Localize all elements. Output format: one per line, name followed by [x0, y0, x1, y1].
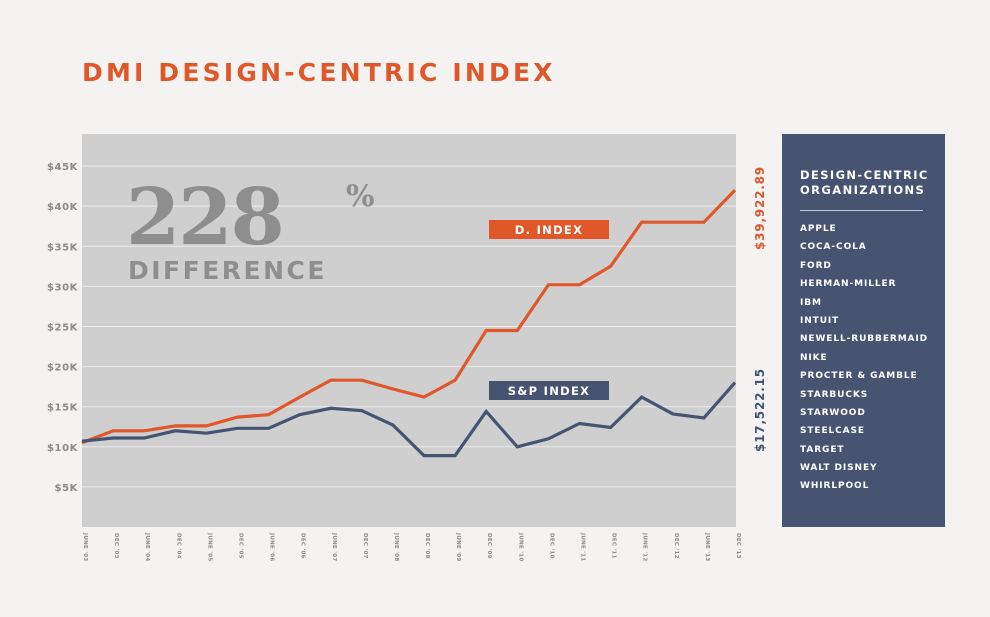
y-tick-label: $10K: [47, 443, 79, 454]
x-tick-label: DEC '03: [113, 533, 119, 559]
organization-list: APPLE COCA-COLA FORD HERMAN-MILLER IBM I…: [800, 223, 928, 499]
organization-item: PROCTER & GAMBLE: [800, 371, 918, 382]
organization-item: IBM: [800, 297, 822, 308]
organization-item: APPLE: [800, 224, 837, 234]
x-tick-label: DEC '04: [175, 533, 181, 559]
x-tick-label: DEC '13: [735, 533, 741, 559]
d-index-line: [81, 188, 737, 445]
x-tick-label: JUNE '05: [206, 532, 212, 562]
headline-block: 228 % DIFFERENCE: [126, 172, 375, 285]
x-tick-label: DEC '08: [424, 533, 430, 559]
series-lines: [81, 188, 737, 458]
organization-item: INTUIT: [800, 315, 840, 326]
x-tick-label: DEC '12: [673, 533, 679, 559]
headline-percent-sign: %: [346, 179, 375, 214]
y-tick-label: $35K: [47, 242, 79, 253]
panel-title-line-1: DESIGN-CENTRIC: [800, 168, 929, 182]
legend-sp-index-box: [489, 381, 609, 400]
x-tick-label: JUNE '13: [704, 532, 710, 562]
organizations-panel: DESIGN-CENTRIC ORGANIZATIONS APPLE COCA-…: [782, 134, 945, 527]
x-axis-ticks: JUNE '03 DEC '03 JUNE '04 DEC '04 JUNE '05 DE…: [82, 532, 741, 562]
x-tick-label: JUNE '12: [642, 532, 648, 562]
headline-caption: DIFFERENCE: [128, 256, 327, 285]
x-tick-label: DEC '10: [548, 533, 554, 559]
organization-item: STARBUCKS: [800, 389, 869, 400]
organization-item: TARGET: [800, 444, 845, 455]
y-tick-label: $30K: [47, 282, 79, 293]
panel-title: DESIGN-CENTRIC ORGANIZATIONS: [800, 168, 930, 198]
legend-d-index-label: D. INDEX: [515, 223, 584, 237]
plot-background: [82, 134, 736, 527]
legend-d-index-box: [489, 220, 609, 239]
d-index-end-label: $39,922.89: [753, 166, 767, 250]
x-tick-label: DEC '07: [362, 533, 368, 559]
headline-number: 228: [126, 172, 283, 263]
y-axis-ticks: $5K $10K $15K $20K $25K $30K $35K $40K $45K: [47, 162, 79, 494]
x-tick-label: JUNE '11: [580, 532, 586, 562]
x-tick-label: JUNE '09: [455, 532, 461, 562]
x-tick-label: JUNE '10: [517, 532, 523, 562]
organization-item: FORD: [800, 260, 832, 271]
organization-item: WALT DISNEY: [800, 463, 878, 474]
panel-divider: [800, 210, 923, 211]
y-tick-label: $25K: [47, 322, 79, 333]
legend-sp-index-label: S&P INDEX: [508, 384, 591, 398]
y-tick-label: $45K: [47, 162, 79, 173]
organization-item: HERMAN-MILLER: [800, 279, 897, 290]
legend-d-index: D. INDEX: [489, 220, 609, 239]
legend-sp-index: S&P INDEX: [489, 381, 609, 400]
sp-index-end-label: $17,522.15: [753, 368, 767, 452]
organization-item: COCA-COLA: [800, 242, 867, 253]
y-tick-label: $40K: [47, 202, 79, 213]
page-title: DMI DESIGN-CENTRIC INDEX: [82, 58, 556, 87]
panel-title-line-2: ORGANIZATIONS: [800, 183, 926, 197]
x-tick-label: JUNE '07: [331, 532, 337, 562]
y-tick-label: $15K: [47, 403, 79, 414]
organization-item: STEELCASE: [800, 426, 865, 437]
organization-item: WHIRLPOOL: [800, 481, 870, 492]
x-tick-label: JUNE '03: [82, 532, 88, 562]
y-tick-label: $20K: [47, 363, 79, 374]
x-tick-label: JUNE '06: [269, 532, 275, 562]
x-tick-label: DEC '05: [237, 533, 243, 559]
organization-item: NEWELL-RUBBERMAID: [800, 334, 929, 345]
x-tick-label: DEC '06: [300, 533, 306, 559]
gridlines: [82, 165, 736, 488]
x-tick-label: DEC '11: [611, 533, 617, 559]
sp-index-line: [81, 381, 737, 458]
x-tick-label: DEC '09: [486, 533, 492, 559]
organization-item: NIKE: [800, 352, 828, 363]
organization-item: STARWOOD: [800, 407, 866, 418]
x-tick-label: JUNE '08: [393, 532, 399, 562]
x-tick-label: JUNE '04: [144, 532, 150, 562]
y-tick-label: $5K: [55, 483, 79, 494]
